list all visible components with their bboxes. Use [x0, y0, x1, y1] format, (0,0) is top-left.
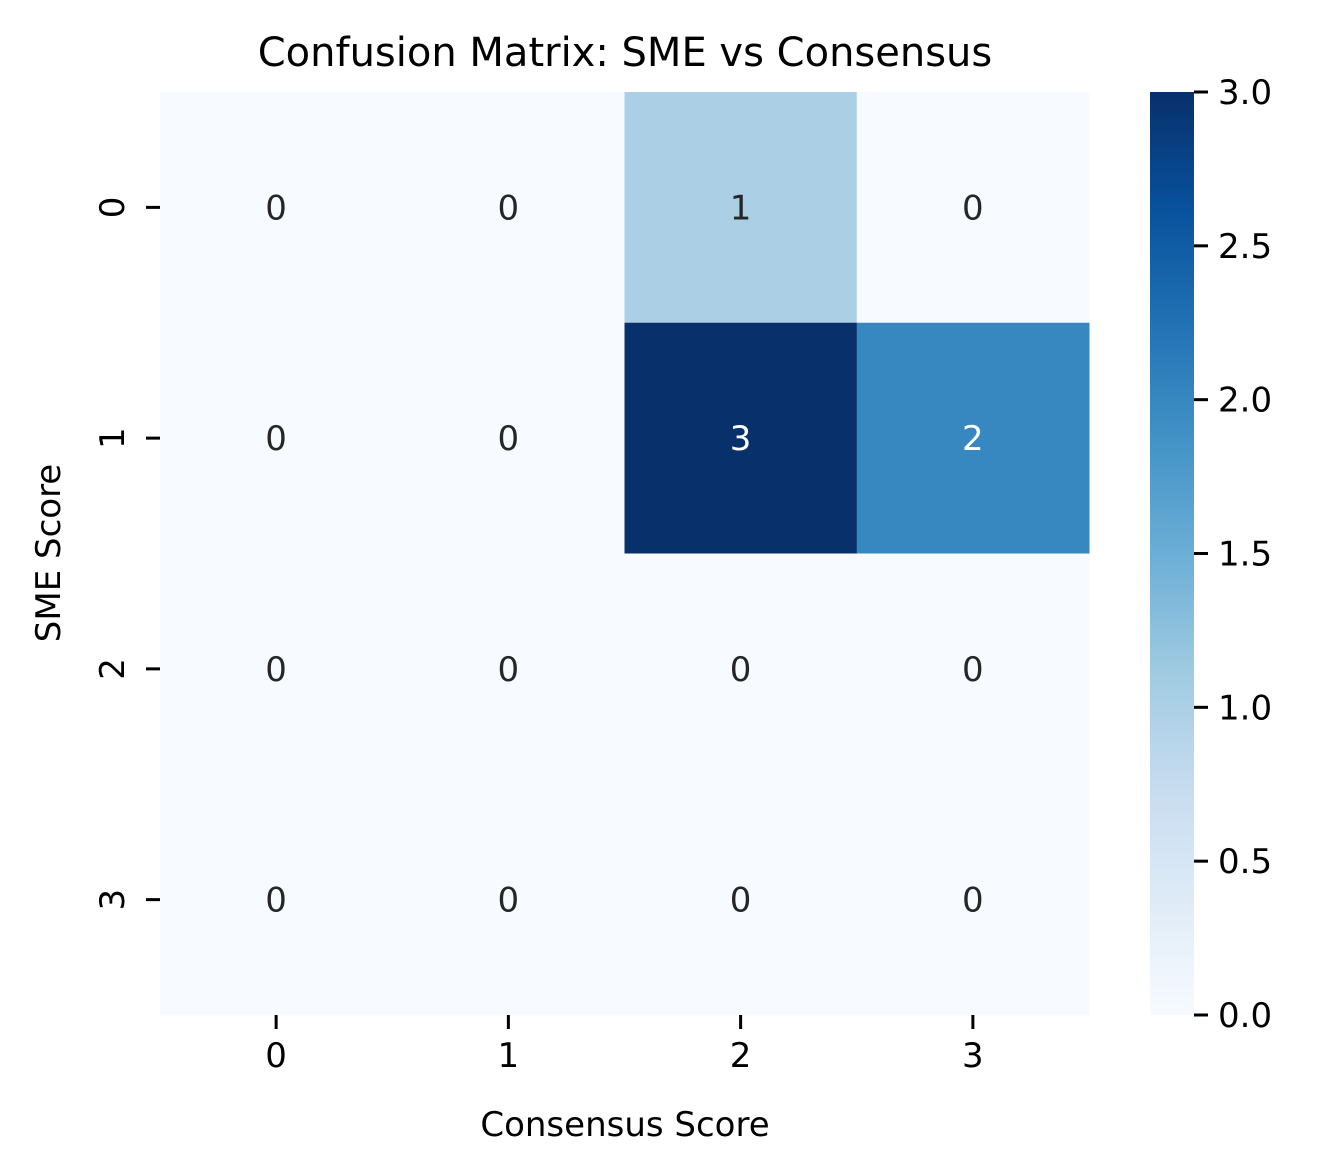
x-tick-label-3: 3 [962, 1036, 984, 1076]
cell-value-label-r1-c2: 3 [730, 419, 752, 459]
x-axis-label: Consensus Score [480, 1105, 769, 1145]
cell-value-label-r1-c1: 0 [498, 419, 520, 459]
colorbar [1150, 92, 1194, 1015]
cell-value-label-r3-c3: 0 [962, 881, 984, 921]
heatmap-cell-r3-c1 [392, 784, 625, 1016]
y-axis-label: SME Score [29, 464, 69, 642]
heatmap-cell-r0-c0 [160, 92, 393, 324]
x-tick-label-0: 0 [265, 1036, 287, 1076]
heatmap-cell-r3-c0 [160, 784, 393, 1016]
heatmap-cell-r3-c3 [856, 784, 1090, 1016]
x-tick-label-1: 1 [498, 1036, 520, 1076]
heatmap-cell-r3-c2 [624, 784, 858, 1016]
cell-value-label-r3-c0: 0 [265, 881, 287, 921]
heatmap-cell-r2-c1 [392, 553, 625, 785]
heatmap-cell-r0-c1 [392, 92, 625, 324]
colorbar-tick-label-3.0: 3.0 [1218, 73, 1272, 113]
x-tick-label-2: 2 [730, 1036, 752, 1076]
heatmap-cell-r1-c2 [624, 322, 858, 554]
heatmap-cell-r0-c2 [624, 92, 858, 324]
chart-title: Confusion Matrix: SME vs Consensus [258, 30, 993, 76]
heatmap-cell-r0-c3 [856, 92, 1090, 324]
colorbar-tick-label-0.5: 0.5 [1218, 842, 1272, 882]
cell-value-label-r0-c2: 1 [730, 188, 752, 228]
y-axis-ticks: 0 1 2 3 [93, 197, 160, 911]
y-tick-label-0: 0 [93, 197, 133, 219]
colorbar-tick-label-1.5: 1.5 [1218, 535, 1272, 575]
cell-value-label-r1-c0: 0 [265, 419, 287, 459]
colorbar-tick-label-1.0: 1.0 [1218, 688, 1272, 728]
cell-value-label-r3-c1: 0 [498, 881, 520, 921]
heatmap-cell-r2-c3 [856, 553, 1090, 785]
heatmap-cells [160, 92, 1090, 1016]
cell-value-label-r1-c3: 2 [962, 419, 984, 459]
x-axis-ticks: 0 1 2 3 [265, 1015, 984, 1076]
colorbar-ticks: 0.0 0.5 1.0 1.5 2.0 2.5 3.0 [1194, 73, 1272, 1036]
heatmap-cell-r1-c1 [392, 322, 625, 554]
cell-value-label-r0-c0: 0 [265, 188, 287, 228]
colorbar-tick-label-2.5: 2.5 [1218, 227, 1272, 267]
heatmap-cell-r2-c2 [624, 553, 858, 785]
heatmap-cell-r1-c3 [856, 322, 1090, 554]
cell-value-label-r0-c1: 0 [498, 188, 520, 228]
heatmap-cell-r1-c0 [160, 322, 393, 554]
colorbar-tick-label-2.0: 2.0 [1218, 381, 1272, 421]
cell-value-label-r2-c2: 0 [730, 650, 752, 690]
y-tick-label-2: 2 [93, 658, 133, 680]
y-tick-label-1: 1 [93, 427, 133, 449]
cell-value-label-r2-c0: 0 [265, 650, 287, 690]
cell-value-label-r0-c3: 0 [962, 188, 984, 228]
heatmap-cell-r2-c0 [160, 553, 393, 785]
heatmap-cell-labels: 0 0 1 0 0 0 3 2 0 0 0 0 0 0 0 0 [265, 188, 983, 920]
cell-value-label-r3-c2: 0 [730, 881, 752, 921]
cell-value-label-r2-c3: 0 [962, 650, 984, 690]
y-tick-label-3: 3 [93, 889, 133, 911]
cell-value-label-r2-c1: 0 [498, 650, 520, 690]
colorbar-tick-label-0.0: 0.0 [1218, 996, 1272, 1036]
